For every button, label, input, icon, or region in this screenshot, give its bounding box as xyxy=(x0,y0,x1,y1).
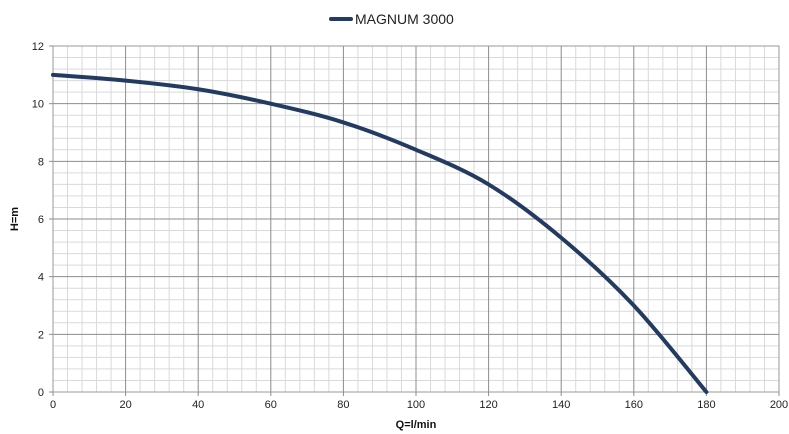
legend: MAGNUM 3000 xyxy=(329,11,454,27)
y-tick-label: 4 xyxy=(38,272,44,284)
y-tick-label: 10 xyxy=(32,99,44,111)
x-tick-label: 80 xyxy=(337,399,349,411)
y-tick-label: 8 xyxy=(38,156,44,168)
y-tick-label: 12 xyxy=(32,41,44,53)
x-axis-ticks: 0 20 40 60 80 100 120 140 160 180 200 xyxy=(50,392,788,411)
y-axis-title: H=m xyxy=(9,207,21,231)
major-gridlines xyxy=(52,45,780,393)
y-tick-label: 2 xyxy=(38,329,44,341)
x-tick-label: 120 xyxy=(479,399,497,411)
x-tick-label: 40 xyxy=(192,399,204,411)
x-tick-label: 100 xyxy=(407,399,425,411)
x-tick-label: 0 xyxy=(50,399,56,411)
legend-label: MAGNUM 3000 xyxy=(355,11,454,27)
series-line-0 xyxy=(51,72,709,394)
x-tick-label: 180 xyxy=(697,399,715,411)
x-tick-label: 20 xyxy=(119,399,131,411)
x-tick-label: 200 xyxy=(770,399,788,411)
y-tick-label: 6 xyxy=(38,214,44,226)
y-tick-label: 0 xyxy=(38,387,44,399)
x-axis-title: Q=l/min xyxy=(396,419,437,431)
x-tick-label: 160 xyxy=(625,399,643,411)
x-tick-label: 60 xyxy=(265,399,277,411)
series-layer xyxy=(51,72,709,394)
x-tick-label: 140 xyxy=(552,399,570,411)
y-axis-ticks: 0 2 4 6 8 10 12 xyxy=(32,41,53,399)
